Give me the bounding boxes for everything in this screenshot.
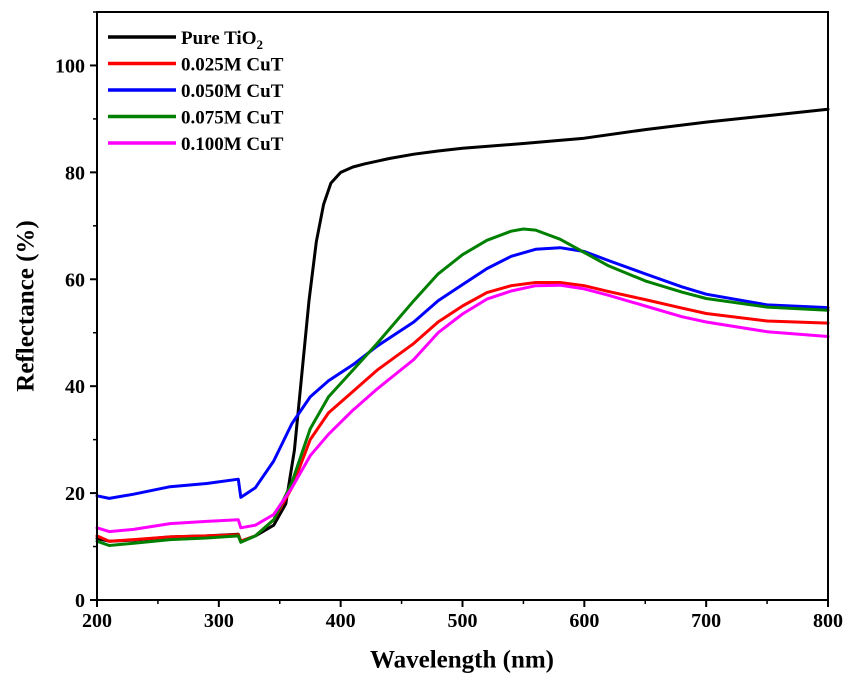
y-axis-ticks: 0 20 40 60 80 100: [55, 12, 97, 612]
y-tick-label: 80: [65, 162, 85, 184]
y-tick-label: 100: [55, 55, 85, 77]
y-axis-title: Reflectance (%): [13, 220, 40, 391]
x-tick-label: 500: [448, 610, 478, 632]
x-tick-label: 400: [326, 610, 356, 632]
legend-label-0: Pure TiO2: [181, 28, 263, 52]
y-tick-label: 0: [75, 590, 85, 612]
x-tick-label: 700: [691, 610, 721, 632]
x-tick-label: 200: [82, 610, 112, 632]
x-tick-label: 300: [204, 610, 234, 632]
legend-label-4: 0.100M CuT: [181, 134, 284, 155]
x-tick-label: 600: [569, 610, 599, 632]
y-tick-label: 40: [65, 376, 85, 398]
legend-label-3: 0.075M CuT: [181, 108, 284, 129]
x-axis-title: Wavelength (nm): [370, 647, 554, 674]
y-tick-label: 20: [65, 483, 85, 505]
x-axis-ticks: 200 300 400 500 600 700 800: [82, 600, 843, 632]
legend-label-1: 0.025M CuT: [181, 55, 284, 76]
legend-label-2: 0.050M CuT: [181, 81, 284, 102]
x-tick-label: 800: [813, 610, 843, 632]
y-tick-label: 60: [65, 269, 85, 291]
